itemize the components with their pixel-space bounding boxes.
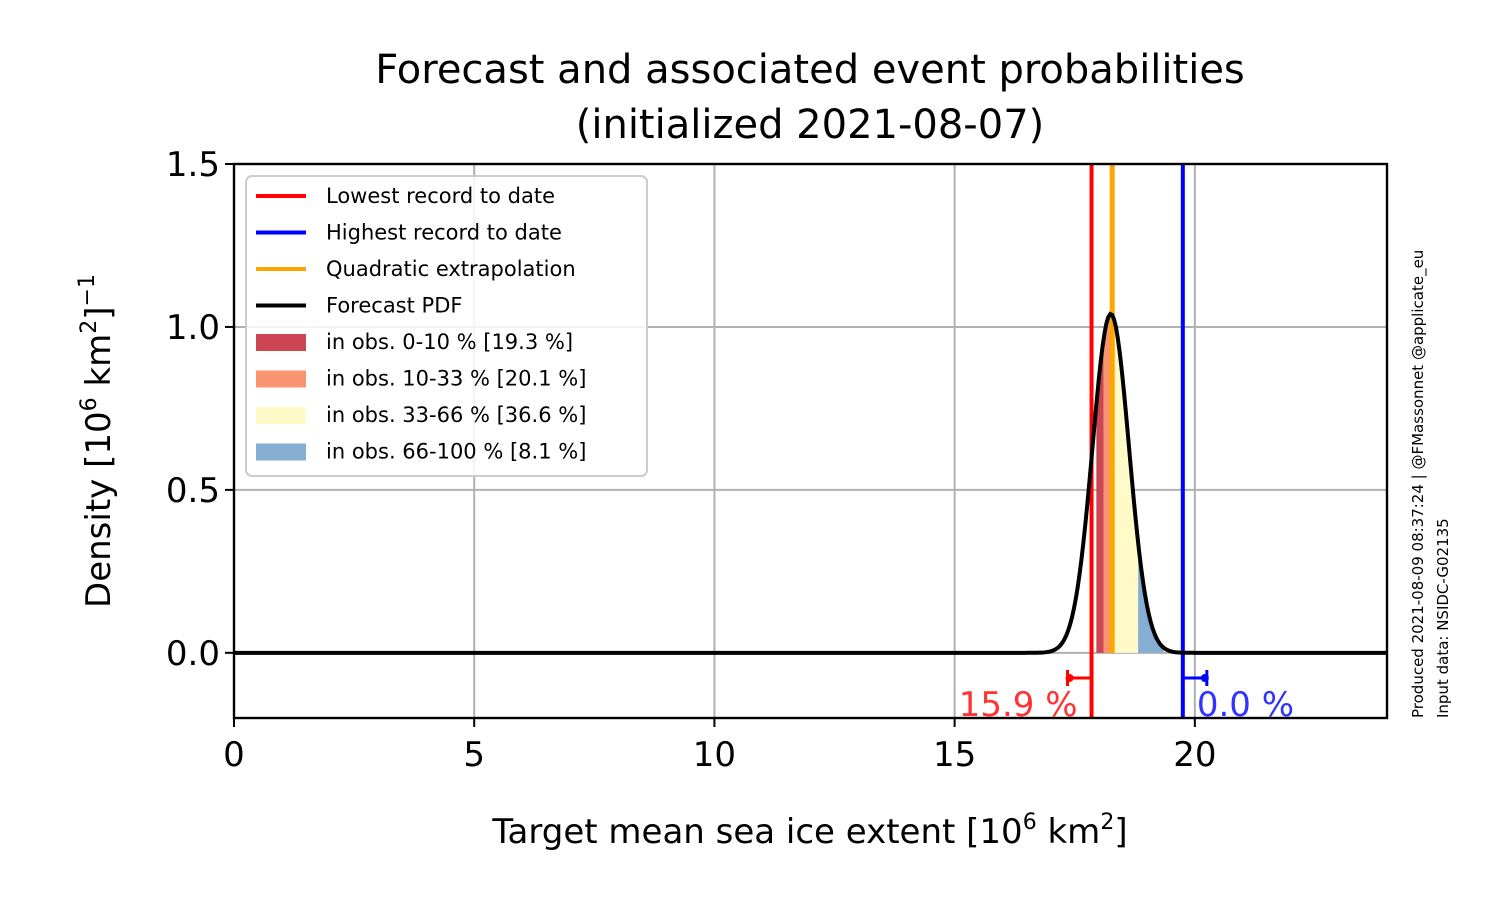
x-tick-label: 20 xyxy=(1173,735,1216,775)
legend: Lowest record to date Highest record to d… xyxy=(245,175,648,477)
legend-label: Quadratic extrapolation xyxy=(326,257,576,281)
forecast-pdf xyxy=(234,311,1387,655)
tercile-fill xyxy=(1138,542,1164,653)
y-tick-label: 1.0 xyxy=(166,308,220,348)
legend-label: in obs. 0-10 % [19.3 %] xyxy=(326,330,573,354)
x-tick-label: 0 xyxy=(223,735,245,775)
legend-patch-swatch xyxy=(256,443,306,461)
chart-subtitle: (initialized 2021-08-07) xyxy=(576,102,1045,148)
below-lowest-arrow-head xyxy=(1065,674,1074,682)
legend-label: in obs. 33-66 % [36.6 %] xyxy=(326,403,586,427)
produced-note: Produced 2021-08-09 08:37:24 | @FMassonn… xyxy=(1409,250,1428,718)
axes-frame xyxy=(232,162,1389,720)
y-axis-label: Density [106 km2]−1 xyxy=(75,274,119,608)
pdf-curve xyxy=(234,311,1387,655)
legend-label: Lowest record to date xyxy=(326,184,555,208)
axis-ticks: 0 5 10 15 20 0.0 0.5 1.0 1.5 xyxy=(166,145,1217,775)
y-tick-label: 0.0 xyxy=(166,634,220,674)
legend-label: in obs. 66-100 % [8.1 %] xyxy=(326,440,586,464)
x-axis-label: Target mean sea ice extent [106 km2] xyxy=(491,810,1127,852)
input-data-note: Input data: NSIDC-G02135 xyxy=(1434,518,1452,718)
legend-box xyxy=(245,175,648,477)
y-tick-label: 0.5 xyxy=(166,471,220,511)
legend-patch-swatch xyxy=(256,370,306,388)
x-tick-label: 15 xyxy=(933,735,976,775)
probability-markers: 15.9 % 0.0 % xyxy=(959,670,1294,725)
x-tick-label: 10 xyxy=(693,735,736,775)
tercile-fill xyxy=(1114,321,1139,653)
legend-label: Highest record to date xyxy=(326,221,562,245)
legend-patch-swatch xyxy=(256,334,306,351)
above-highest-arrow-head xyxy=(1200,674,1209,682)
tercile-fill xyxy=(1096,339,1104,653)
legend-label: in obs. 10-33 % [20.1 %] xyxy=(326,367,586,391)
chart-title: Forecast and associated event probabilit… xyxy=(375,47,1245,93)
tercile-fills xyxy=(1096,313,1164,653)
legend-patch-swatch xyxy=(256,407,306,424)
y-tick-label: 1.5 xyxy=(166,145,220,185)
x-tick-label: 5 xyxy=(463,735,485,775)
legend-label: Forecast PDF xyxy=(326,294,462,318)
